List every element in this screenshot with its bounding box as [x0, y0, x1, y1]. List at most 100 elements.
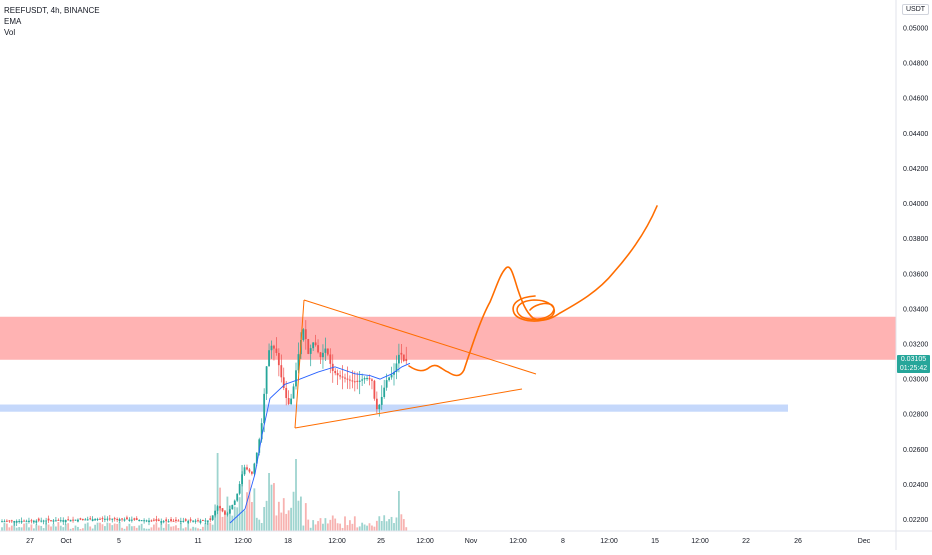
price-tick-label: 0.04400 [903, 131, 928, 138]
candle-body [231, 504, 234, 510]
projected-price-path [408, 205, 658, 377]
volume-bar [77, 526, 79, 531]
candle-body [307, 339, 310, 354]
candle-body [341, 376, 344, 378]
candle-body [175, 519, 177, 522]
symbol-label[interactable]: REEFUSDT, 4h, BINANCE [4, 6, 100, 15]
volume-bar [160, 522, 163, 531]
candle-body [8, 520, 11, 522]
candle-body [96, 519, 99, 521]
volume-bar [221, 516, 224, 531]
time-tick-label: 12:00 [234, 538, 252, 545]
candle-body [94, 519, 96, 521]
volume-bar [353, 516, 356, 531]
candle-body [280, 365, 283, 378]
candle-body [385, 380, 388, 388]
volume-bar [312, 520, 315, 531]
volume-bar [62, 527, 65, 531]
volume-bar [248, 479, 251, 531]
candle-body [312, 342, 315, 349]
candle-body [297, 354, 300, 371]
volume-bar [194, 527, 197, 531]
candle-body [121, 518, 123, 520]
volume-bar [64, 524, 67, 531]
volume-bar [89, 526, 92, 531]
candle-body [353, 381, 356, 383]
candle-body [383, 387, 386, 397]
price-tick-label: 0.04600 [903, 96, 928, 103]
volume-bar [268, 473, 270, 531]
candle-body [221, 508, 224, 512]
ema-indicator-label[interactable]: EMA [4, 17, 22, 26]
candle-body [309, 348, 312, 354]
candle-body [363, 378, 366, 380]
candle-body [126, 517, 128, 520]
candle-body [86, 519, 89, 521]
volume-bar [123, 528, 126, 531]
candle-body [243, 467, 246, 475]
volume-bar [35, 524, 38, 531]
volume-bar [197, 528, 199, 531]
candle-body [277, 352, 280, 366]
price-tick-label: 0.04200 [903, 166, 928, 173]
price-tick-label: 0.03600 [903, 271, 928, 278]
volume-bar [366, 525, 368, 531]
volume-bar [148, 528, 150, 531]
candle-body [322, 352, 324, 358]
volume-bar [101, 524, 104, 531]
volume-bar [282, 498, 285, 531]
candle-body [135, 518, 138, 520]
candle-body [373, 380, 376, 399]
candle-body [292, 386, 295, 399]
candle-body [282, 377, 285, 388]
triangle-lower-trendline [294, 388, 523, 429]
volume-bar [157, 527, 160, 531]
volume-indicator-label[interactable]: Vol [4, 28, 16, 37]
volume-bar [336, 523, 339, 531]
candle-body [91, 519, 94, 522]
candle-body [25, 520, 28, 522]
candle-body [361, 379, 364, 381]
time-tick-label: 12:00 [509, 538, 527, 545]
volume-bar [314, 524, 317, 531]
candle-body [150, 520, 153, 522]
volume-bar [23, 523, 25, 531]
candle-body [238, 484, 241, 494]
candle-body [179, 520, 182, 522]
candle-body [42, 520, 45, 522]
candle-body [204, 520, 207, 522]
candle-body [108, 518, 111, 520]
volume-bar [37, 525, 40, 531]
volume-bar [322, 523, 324, 531]
candle-body [52, 520, 55, 522]
candle-body [317, 345, 319, 353]
last-price-tag: 0.03105 01:25:42 [897, 355, 930, 373]
volume-bar [202, 526, 204, 531]
volume-bar [383, 515, 386, 531]
time-tick-label: 12:00 [600, 538, 618, 545]
candle-body [192, 520, 194, 522]
volume-bar [211, 524, 214, 531]
volume-bar [209, 522, 212, 531]
volume-bar [175, 525, 177, 531]
volume-bar [275, 515, 278, 531]
volume-bar [135, 527, 138, 531]
currency-selector[interactable]: USDT [902, 4, 930, 15]
volume-bar [349, 520, 351, 531]
candle-body [258, 439, 261, 453]
volume-bar [86, 522, 89, 531]
candle-body [246, 467, 248, 470]
candle-body [172, 520, 175, 522]
price-tick-label: 0.03000 [903, 377, 928, 384]
volume-bar [270, 484, 273, 531]
volume-bar [150, 527, 153, 531]
candle-body [123, 519, 126, 521]
target-circle-scribble [512, 295, 556, 322]
volume-bar [300, 496, 302, 531]
candle-body [140, 520, 143, 522]
candle-body [228, 509, 231, 514]
candle-body [62, 520, 65, 522]
candle-body [199, 520, 202, 523]
